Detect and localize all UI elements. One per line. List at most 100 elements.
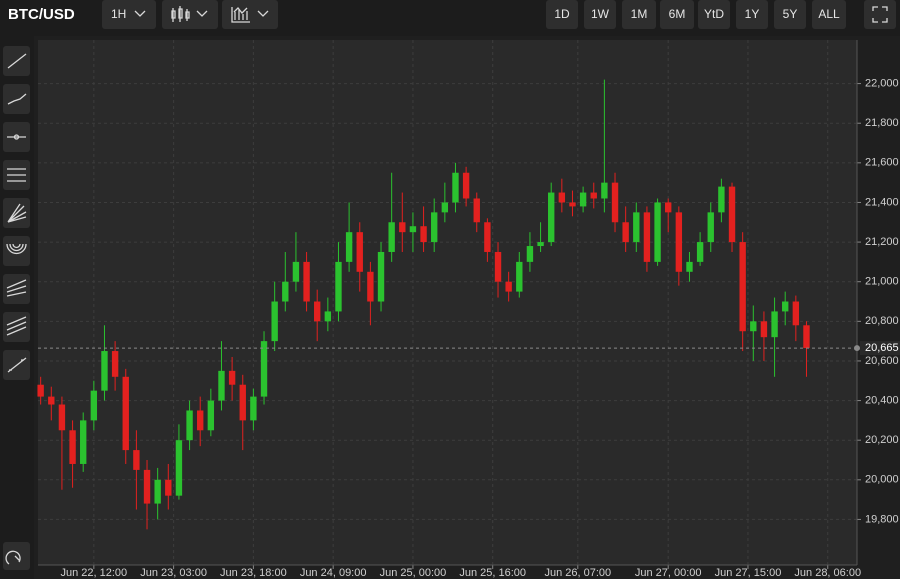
- y-tick-label: 20,200: [865, 434, 899, 446]
- range-label: 1D: [554, 7, 570, 21]
- candle-body: [367, 271, 374, 302]
- y-tick-label: 19,800: [865, 513, 899, 525]
- candle-body: [728, 186, 736, 243]
- candle-body: [154, 479, 161, 504]
- range-label: ALL: [818, 7, 840, 21]
- x-tick-label: Jun 25, 16:00: [459, 567, 526, 579]
- candle-body: [643, 212, 651, 262]
- candle-body: [654, 202, 661, 262]
- candle-body: [101, 351, 108, 391]
- x-tick-label: Jun 27, 15:00: [715, 567, 782, 579]
- y-tick-label: 21,400: [865, 196, 899, 208]
- last-price-dot: [854, 345, 860, 352]
- button-bg: [864, 0, 896, 29]
- range-button[interactable]: 1M: [622, 0, 656, 29]
- chevron: [257, 10, 269, 17]
- range-button[interactable]: 1Y: [736, 0, 768, 29]
- drawing-tools: [0, 36, 34, 579]
- candle-body: [207, 400, 215, 431]
- button-bg: [774, 0, 806, 29]
- candle-body: [143, 469, 151, 504]
- candle-body: [90, 390, 98, 421]
- candle-body: [250, 396, 257, 421]
- button-bg: [102, 0, 156, 29]
- pitchfork-icon: [6, 316, 27, 336]
- candle-body: [314, 301, 321, 322]
- y-tick-label: 21,000: [865, 276, 899, 288]
- interval-label: 1H: [111, 7, 126, 21]
- candle-body: [122, 376, 129, 451]
- candle-body: [260, 341, 268, 397]
- tool-button[interactable]: [3, 542, 30, 570]
- y-tick-label: 20,800: [865, 315, 899, 327]
- range-button[interactable]: 1W: [584, 0, 616, 29]
- candle-body: [579, 192, 587, 207]
- candle-body: [218, 370, 225, 401]
- candle-body: [58, 404, 66, 431]
- candle-body: [771, 311, 778, 338]
- candle-body: [133, 450, 140, 470]
- candle-body: [611, 182, 619, 223]
- chevron: [134, 10, 146, 17]
- candle-body: [665, 202, 672, 213]
- x-tick-label: Jun 25, 00:00: [380, 567, 447, 579]
- candle-body: [335, 261, 342, 312]
- candle-body: [675, 212, 683, 272]
- range-button[interactable]: ALL: [812, 0, 846, 29]
- y-tick-label: 21,800: [865, 117, 899, 129]
- x-tick-label: Jun 23, 03:00: [140, 567, 207, 579]
- candle-body: [696, 242, 704, 262]
- candle-body: [473, 198, 480, 223]
- plot-area: [38, 40, 857, 565]
- fib-icon: [6, 279, 27, 297]
- candle-body: [239, 384, 246, 421]
- candle-body: [324, 311, 332, 322]
- x-tick-label: Jun 28, 06:00: [794, 567, 861, 579]
- candle-body: [303, 261, 310, 302]
- fan-icon: [7, 203, 27, 223]
- interval-button[interactable]: 1H: [102, 0, 156, 29]
- candle-body: [750, 321, 757, 332]
- candle-body: [548, 192, 555, 243]
- candle-body: [484, 222, 491, 252]
- x-tick-label: Jun 24, 09:00: [300, 567, 367, 579]
- candle-body: [399, 222, 406, 233]
- candle-body: [441, 202, 449, 213]
- range-button[interactable]: 5Y: [774, 0, 806, 29]
- chart-type-button[interactable]: [162, 0, 218, 29]
- range-label: 6M: [669, 7, 686, 21]
- candle-body: [48, 396, 55, 405]
- candle-body: [505, 281, 512, 292]
- candle-body: [69, 430, 76, 464]
- fullscreen-button[interactable]: [864, 0, 896, 29]
- candle-body: [516, 261, 523, 292]
- candle-body: [292, 261, 300, 282]
- candle-body: [782, 301, 789, 312]
- y-tick-label: 20,600: [865, 355, 899, 367]
- range-button[interactable]: YtD: [698, 0, 730, 29]
- indicator-icon: [231, 7, 250, 23]
- candle-body: [420, 226, 427, 243]
- fullscreen-icon: [872, 6, 888, 23]
- button-bg: [812, 0, 846, 29]
- indicator-button[interactable]: [222, 0, 278, 29]
- channel-icon: [7, 168, 26, 182]
- button-bg: [162, 0, 218, 29]
- candle-body: [345, 232, 353, 262]
- candle-body: [165, 479, 172, 496]
- candle-body: [633, 212, 640, 243]
- range-button[interactable]: 6M: [660, 0, 694, 29]
- x-tick-label: Jun 27, 00:00: [635, 567, 702, 579]
- last-price-label: 20,665: [865, 342, 899, 354]
- tool-button[interactable]: [3, 84, 30, 114]
- candle-body: [409, 226, 417, 233]
- candle-body: [569, 202, 576, 207]
- candle-body: [622, 222, 629, 243]
- candle-body: [760, 321, 768, 338]
- x-tick-label: Jun 22, 12:00: [61, 567, 128, 579]
- candle-body: [590, 192, 597, 199]
- range-label: 1W: [591, 7, 610, 21]
- range-button[interactable]: 1D: [546, 0, 578, 29]
- button-bg: [660, 0, 694, 29]
